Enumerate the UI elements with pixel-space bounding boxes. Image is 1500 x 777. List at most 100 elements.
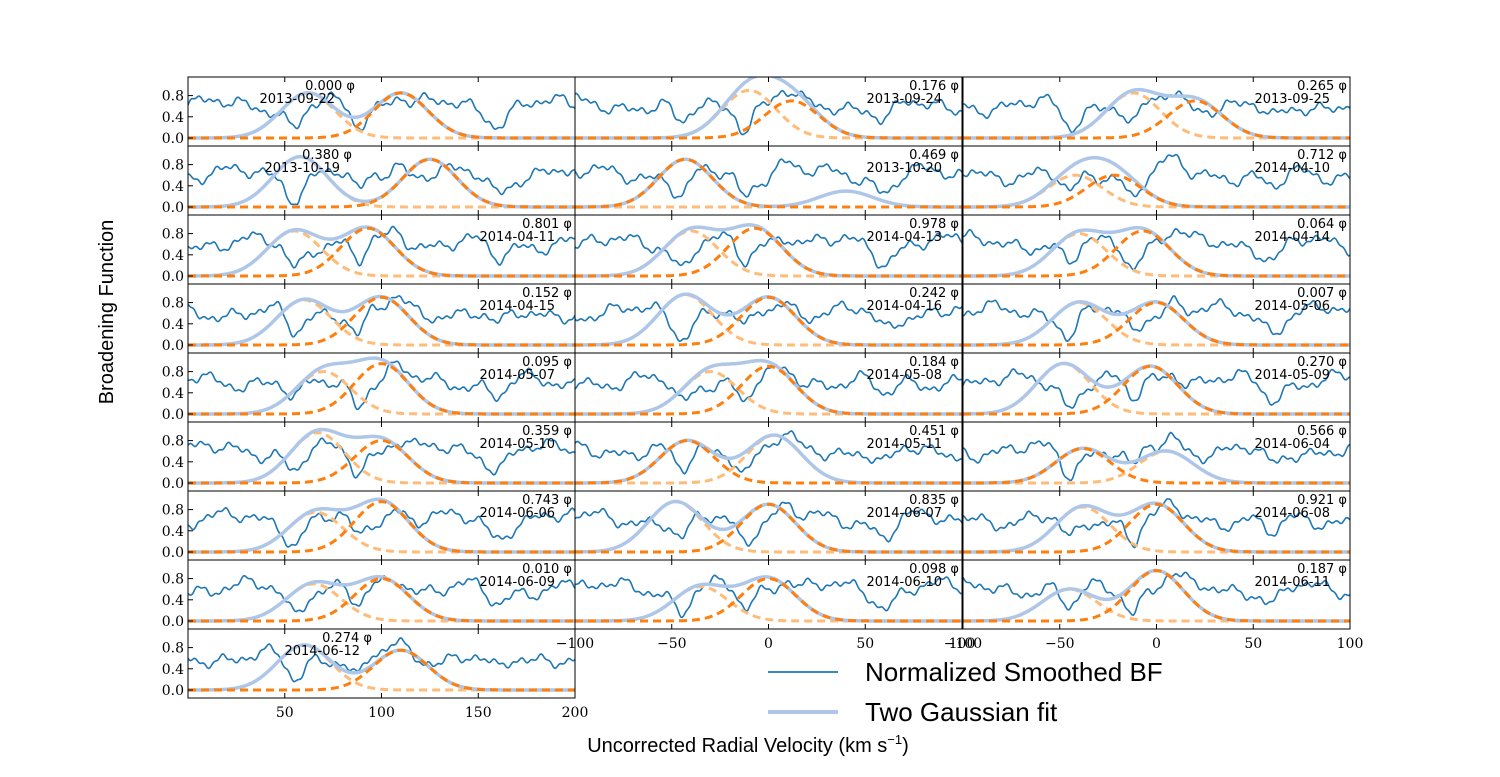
y-tick-label: 0.4 <box>162 317 184 333</box>
bf-line <box>963 367 1350 409</box>
date-label: 2013-10-20 <box>866 161 942 176</box>
y-tick-label: 0.0 <box>162 338 184 354</box>
x-tick-label: −100 <box>944 636 982 652</box>
phase-label: 0.801 φ <box>522 217 572 232</box>
phase-label: 0.469 φ <box>909 148 959 163</box>
two-gaussian-fit-line <box>188 91 575 140</box>
panel-curves <box>575 358 962 416</box>
phase-label: 0.000 φ <box>305 79 355 94</box>
phase-label: 0.007 φ <box>1297 286 1347 301</box>
panel-curves <box>188 636 575 692</box>
y-tick-label: 0.4 <box>162 662 184 678</box>
phase-label: 0.274 φ <box>322 631 372 646</box>
phase-label: 0.095 φ <box>522 355 572 370</box>
panel-curves <box>575 157 962 209</box>
phase-label: 0.010 φ <box>522 562 572 577</box>
date-label: 2014-06-04 <box>1254 437 1330 452</box>
y-tick-label: 0.4 <box>162 524 184 540</box>
panel-frame <box>962 145 1351 216</box>
y-tick-label: 0.8 <box>162 227 184 243</box>
bf-line <box>188 507 575 548</box>
panel-curves <box>963 361 1350 416</box>
legend-fit-label: Two Gaussian fit <box>865 697 1058 727</box>
x-tick-label: −50 <box>1045 636 1075 652</box>
panel-frame <box>574 283 963 354</box>
bf-line <box>188 162 575 206</box>
panel-curves <box>575 223 962 278</box>
panel-curves <box>963 153 1350 209</box>
gaussian-1-line <box>188 648 575 692</box>
bf-line <box>963 90 1350 134</box>
panel-curves <box>188 91 575 140</box>
x-axis-title: Uncorrected Radial Velocity (km s−1) <box>587 732 909 757</box>
panel-curves <box>963 87 1350 140</box>
y-tick-label: 0.4 <box>162 248 184 264</box>
bf-line <box>575 363 962 403</box>
bf-line <box>575 158 962 199</box>
gaussian-1-line <box>188 91 575 140</box>
gaussian-1-line <box>188 226 575 278</box>
panel-curves <box>188 574 575 623</box>
phase-label: 0.242 φ <box>909 286 959 301</box>
phase-label: 0.712 φ <box>1297 148 1347 163</box>
gaussian-1-line <box>575 157 962 209</box>
panel-frame <box>962 214 1351 285</box>
panel-curves <box>188 427 575 485</box>
bf-line <box>575 574 962 619</box>
phase-label: 0.098 φ <box>909 562 959 577</box>
gaussian-1-line <box>963 364 1350 416</box>
panel-curves <box>575 574 962 623</box>
two-gaussian-fit-line <box>188 154 575 209</box>
bf-line <box>188 295 575 338</box>
y-tick-label: 0.8 <box>162 89 184 105</box>
y-tick-label: 0.0 <box>162 545 184 561</box>
phase-label: 0.359 φ <box>522 424 572 439</box>
two-gaussian-fit-line <box>188 574 575 623</box>
gaussian-2-line <box>188 643 575 692</box>
panel-curves <box>575 77 962 140</box>
y-tick-label: 0.0 <box>162 614 184 630</box>
gaussian-1-line <box>575 502 962 554</box>
phase-label: 0.566 φ <box>1297 424 1347 439</box>
date-label: 2014-06-07 <box>866 506 942 521</box>
gaussian-1-line <box>188 500 575 554</box>
x-tick-label: 100 <box>368 705 395 721</box>
panel-frame <box>187 214 576 285</box>
gaussian-1-line <box>188 362 575 416</box>
y-tick-label: 0.8 <box>162 572 184 588</box>
panel-curves <box>188 497 575 554</box>
date-label: 2014-04-14 <box>1254 230 1330 245</box>
y-tick-label: 0.0 <box>162 683 184 699</box>
two-gaussian-fit-line <box>575 575 962 623</box>
y-tick-label: 0.4 <box>162 110 184 126</box>
gaussian-1-line <box>575 295 962 347</box>
panel-frame <box>574 214 963 285</box>
panel-curves <box>963 225 1350 278</box>
date-label: 2014-05-10 <box>479 437 555 452</box>
two-gaussian-fit-line <box>963 446 1350 485</box>
bf-line <box>188 636 575 683</box>
gaussian-1-line <box>575 226 962 278</box>
x-tick-label: 0 <box>1152 636 1161 652</box>
panel-curves <box>963 431 1350 485</box>
y-tick-label: 0.4 <box>162 179 184 195</box>
date-label: 2014-06-08 <box>1254 506 1330 521</box>
panel-curves <box>575 292 962 347</box>
date-label: 2014-04-10 <box>1254 161 1330 176</box>
bf-line <box>963 571 1350 617</box>
y-tick-label: 0.8 <box>162 503 184 519</box>
phase-label: 0.184 φ <box>909 355 959 370</box>
